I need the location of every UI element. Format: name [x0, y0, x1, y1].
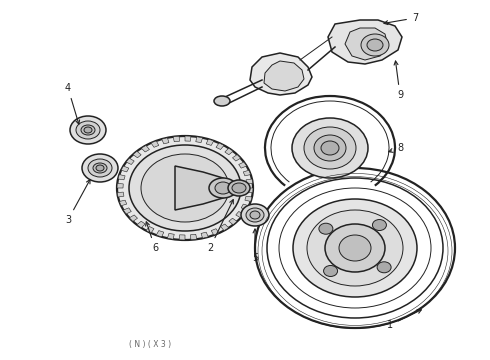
Ellipse shape — [304, 127, 356, 169]
Ellipse shape — [84, 127, 92, 133]
Ellipse shape — [377, 262, 391, 273]
Ellipse shape — [129, 145, 241, 231]
Ellipse shape — [241, 204, 269, 226]
Polygon shape — [117, 184, 123, 188]
Polygon shape — [121, 166, 129, 172]
Polygon shape — [243, 170, 251, 176]
Polygon shape — [117, 192, 124, 197]
Polygon shape — [345, 28, 388, 60]
Polygon shape — [232, 154, 241, 161]
Ellipse shape — [215, 182, 231, 194]
Ellipse shape — [228, 180, 250, 196]
Ellipse shape — [267, 178, 443, 318]
Ellipse shape — [319, 223, 333, 234]
Polygon shape — [120, 200, 127, 206]
Polygon shape — [250, 53, 312, 95]
Polygon shape — [133, 151, 141, 158]
Polygon shape — [229, 218, 237, 225]
Ellipse shape — [81, 125, 95, 135]
Polygon shape — [146, 226, 154, 233]
Ellipse shape — [361, 34, 389, 56]
Ellipse shape — [246, 208, 264, 222]
Text: 9: 9 — [394, 61, 403, 100]
Polygon shape — [201, 232, 208, 238]
Text: ( N ) ( X 3 ): ( N ) ( X 3 ) — [129, 341, 171, 350]
Ellipse shape — [279, 188, 431, 308]
Polygon shape — [185, 136, 191, 141]
Polygon shape — [162, 138, 169, 144]
Ellipse shape — [96, 165, 104, 171]
Polygon shape — [137, 221, 145, 228]
Polygon shape — [239, 162, 246, 168]
Text: 7: 7 — [384, 13, 418, 24]
Ellipse shape — [293, 199, 417, 297]
Text: 1: 1 — [387, 310, 421, 330]
Polygon shape — [246, 179, 253, 184]
Polygon shape — [220, 224, 229, 231]
Ellipse shape — [323, 265, 338, 276]
Text: 8: 8 — [389, 143, 403, 153]
Ellipse shape — [82, 154, 118, 182]
Text: 3: 3 — [65, 180, 90, 225]
Text: 4: 4 — [65, 83, 79, 124]
Polygon shape — [118, 175, 125, 180]
Ellipse shape — [321, 141, 339, 155]
Text: 6: 6 — [146, 222, 158, 253]
Polygon shape — [236, 212, 244, 218]
Polygon shape — [225, 148, 233, 155]
Ellipse shape — [325, 224, 385, 272]
Polygon shape — [206, 139, 214, 145]
Ellipse shape — [232, 183, 246, 193]
Polygon shape — [196, 137, 202, 143]
Ellipse shape — [141, 154, 229, 222]
Ellipse shape — [117, 136, 253, 240]
Ellipse shape — [250, 211, 260, 219]
Polygon shape — [216, 143, 224, 149]
Polygon shape — [211, 229, 219, 235]
Polygon shape — [168, 233, 174, 239]
Ellipse shape — [372, 220, 387, 230]
Polygon shape — [245, 196, 252, 202]
Ellipse shape — [76, 121, 100, 139]
Ellipse shape — [292, 118, 368, 178]
Ellipse shape — [88, 159, 112, 177]
Ellipse shape — [214, 96, 230, 106]
Ellipse shape — [93, 163, 107, 173]
Polygon shape — [175, 166, 223, 210]
Polygon shape — [123, 208, 131, 214]
Polygon shape — [173, 136, 180, 142]
Ellipse shape — [255, 168, 455, 328]
Ellipse shape — [367, 39, 383, 51]
Polygon shape — [129, 215, 138, 221]
Polygon shape — [141, 145, 149, 152]
Polygon shape — [264, 61, 304, 91]
Text: 2: 2 — [207, 200, 233, 253]
Polygon shape — [151, 141, 159, 147]
Text: 5: 5 — [252, 229, 258, 263]
Polygon shape — [328, 20, 402, 64]
Polygon shape — [247, 188, 253, 193]
Ellipse shape — [339, 235, 371, 261]
Ellipse shape — [70, 116, 106, 144]
Polygon shape — [191, 234, 197, 240]
Ellipse shape — [314, 135, 346, 161]
Polygon shape — [156, 231, 164, 237]
Ellipse shape — [307, 210, 403, 286]
Polygon shape — [179, 235, 185, 240]
Polygon shape — [126, 158, 134, 165]
Ellipse shape — [209, 178, 237, 198]
Polygon shape — [241, 204, 249, 210]
